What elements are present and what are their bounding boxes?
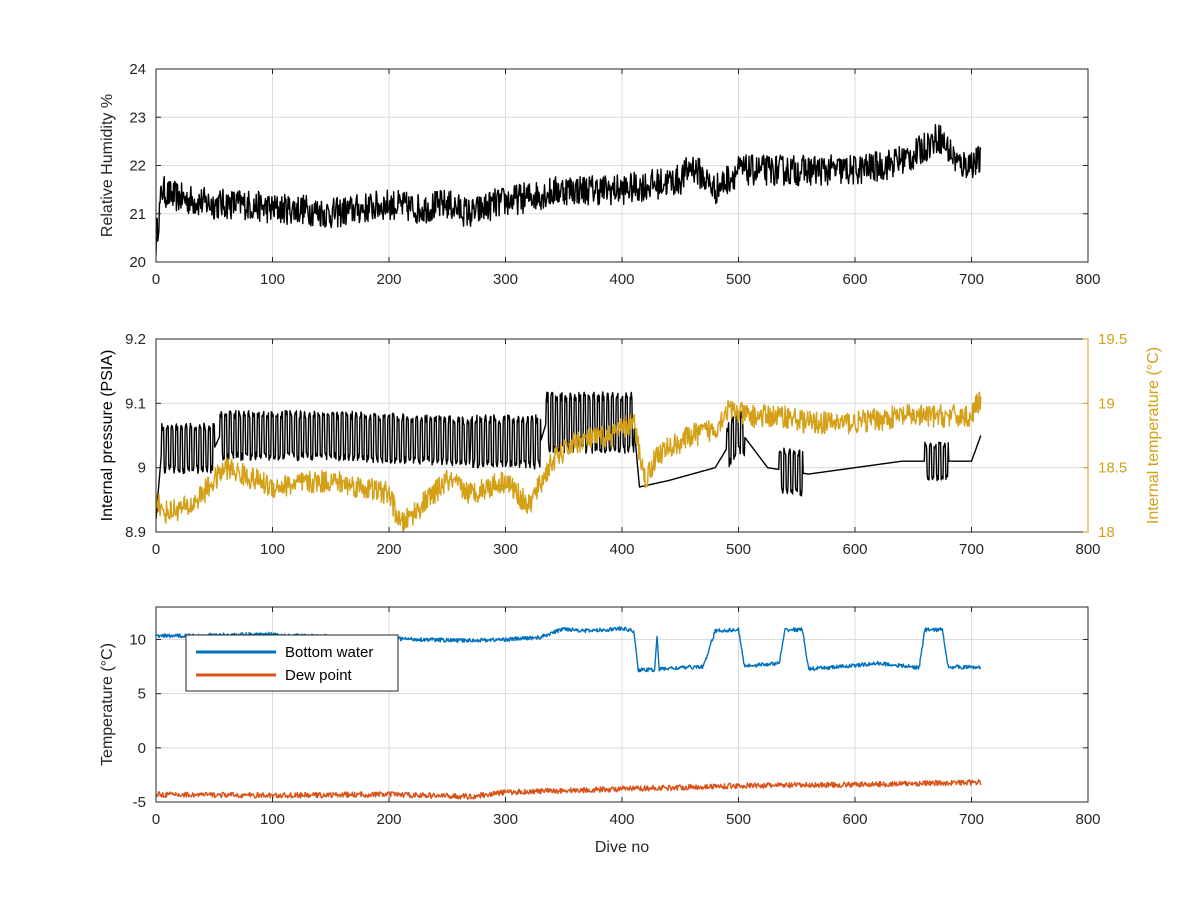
y2-tick-label: 19 (1098, 395, 1115, 412)
x-tick-label: 500 (726, 541, 751, 558)
y-tick-label: 23 (129, 109, 146, 126)
series-line-left-axis0 (156, 123, 982, 256)
y-tick-label: 21 (129, 206, 146, 223)
x-tick-label: 500 (726, 271, 751, 288)
x-tick-label: 100 (260, 271, 285, 288)
y2-tick-label: 19.5 (1098, 331, 1127, 348)
x-tick-label: 0 (152, 271, 160, 288)
y-tick-label: 0 (138, 740, 146, 757)
legend: Bottom water Dew point (185, 634, 399, 692)
x-tick-label: 200 (376, 271, 401, 288)
y-tick-label: 10 (129, 632, 146, 649)
x-axis-label: Dive no (595, 839, 649, 856)
x-tick-label: 200 (376, 811, 401, 828)
y-tick-label: 8.9 (125, 524, 146, 541)
y2-axis-label: Internal temperature (°C) (1145, 347, 1162, 524)
x-tick-label: 0 (152, 541, 160, 558)
y-axis-label: Relative Humidity % (99, 94, 116, 237)
x-tick-label: 400 (609, 271, 634, 288)
y-axis-label: Temperature (°C) (99, 643, 116, 766)
humidity-panel: 0 100 200 300 400 500 600 700 800 20 21 22 23 24 Relat… (99, 61, 1101, 288)
x-tick-label: 200 (376, 541, 401, 558)
x-tick-label: 100 (260, 541, 285, 558)
legend-label: Bottom water (285, 644, 373, 661)
x-tick-label: 300 (493, 271, 518, 288)
x-tick-label: 800 (1075, 271, 1100, 288)
x-tick-label: 0 (152, 811, 160, 828)
x-tick-label: 300 (493, 811, 518, 828)
y-tick-label: 20 (129, 254, 146, 271)
y-tick-label: 9.1 (125, 395, 146, 412)
legend-label: Dew point (285, 667, 353, 684)
x-tick-label: 800 (1075, 811, 1100, 828)
x-tick-label: 700 (959, 271, 984, 288)
y-tick-label: 22 (129, 158, 146, 175)
y2-tick-label: 18 (1098, 524, 1115, 541)
x-tick-label: 600 (842, 541, 867, 558)
x-tick-label: 700 (959, 541, 984, 558)
x-tick-label: 600 (842, 811, 867, 828)
temperature-panel: 0 100 200 300 400 500 600 700 800 -5 0 5 10 Temperatu… (99, 606, 1101, 856)
legend-box (185, 634, 399, 692)
series-line-dew-point (156, 779, 982, 800)
series-line-right-axis (156, 391, 982, 532)
x-tick-label: 400 (609, 811, 634, 828)
pressure-temperature-panel: 0 100 200 300 400 500 600 700 800 8.9 9 9.1 9.2 18 18.… (99, 331, 1162, 558)
x-tick-label: 300 (493, 541, 518, 558)
y2-tick-label: 18.5 (1098, 460, 1127, 477)
x-tick-label: 400 (609, 541, 634, 558)
y-axis-label: Internal pressure (PSIA) (99, 350, 116, 522)
y-tick-label: 24 (129, 61, 146, 78)
x-tick-label: 700 (959, 811, 984, 828)
x-tick-label: 500 (726, 811, 751, 828)
y-tick-label: 5 (138, 686, 146, 703)
series-line-left-axis0 (156, 391, 982, 520)
y-tick-label: 9 (138, 460, 146, 477)
x-tick-label: 100 (260, 811, 285, 828)
y-tick-label: -5 (133, 794, 146, 811)
x-tick-label: 800 (1075, 541, 1100, 558)
x-tick-label: 600 (842, 271, 867, 288)
y-tick-label: 9.2 (125, 331, 146, 348)
